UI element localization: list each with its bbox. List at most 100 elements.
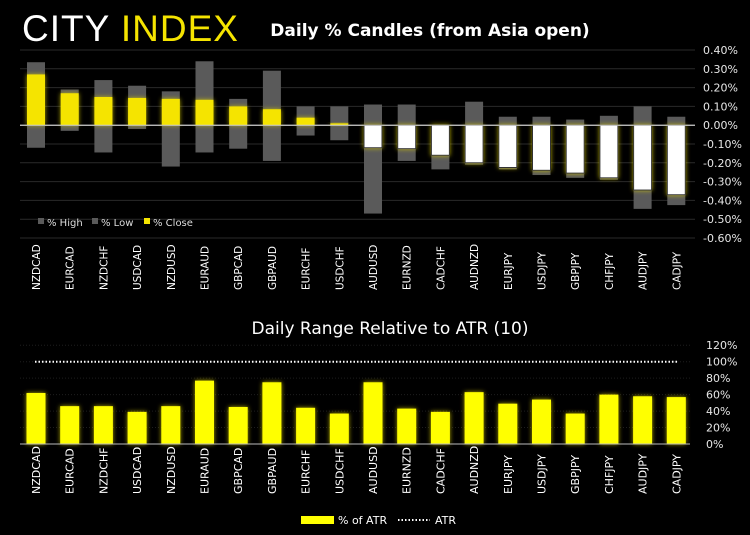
legend-swatch [301, 516, 334, 524]
close-bar [27, 74, 45, 126]
x-tick-label: NZDUSD [166, 244, 178, 290]
x-tick-label: CADCHF [435, 246, 447, 290]
x-tick-label: NZDCHF [97, 447, 110, 494]
y-tick-label: -0.10% [703, 138, 742, 151]
atr-bar [532, 399, 551, 444]
legend-label: ATR [435, 514, 456, 527]
atr-title: Daily Range Relative to ATR (10) [252, 319, 529, 339]
legend-label: % of ATR [338, 514, 387, 527]
x-tick-label: CADJPY [671, 251, 683, 290]
y-tick-label: 20% [706, 422, 730, 435]
y-tick-label: 100% [706, 356, 737, 369]
x-tick-label: USDCHF [333, 448, 346, 494]
logo-city: CITY [22, 8, 110, 49]
x-tick-label: GBPAUD [266, 448, 279, 494]
x-tick-label: NZDCHF [98, 246, 110, 290]
close-bar [262, 109, 281, 126]
x-tick-label: EURJPY [503, 252, 515, 290]
x-tick-label: GBPCAD [233, 246, 245, 290]
atr-bar [195, 380, 214, 444]
x-tick-label: EURCAD [65, 246, 77, 290]
y-tick-label: 0.40% [703, 44, 738, 57]
x-tick-label: EURAUD [199, 448, 212, 494]
y-tick-label: 120% [706, 339, 737, 352]
atr-bar [565, 413, 585, 444]
x-tick-label: AUDNZD [468, 446, 481, 494]
x-tick-label: USDCAD [132, 245, 144, 290]
high-low-bar [364, 104, 382, 214]
x-tick-label: AUDJPY [638, 251, 650, 290]
x-tick-label: GBPJPY [569, 455, 582, 494]
x-tick-label: CADCHF [434, 448, 447, 494]
close-bar [633, 124, 653, 191]
close-bar [464, 124, 484, 164]
close-bar [128, 97, 147, 126]
close-bar [94, 97, 113, 126]
legend-label: % Low [101, 218, 133, 229]
close-bar [532, 124, 551, 171]
close-bar [296, 117, 315, 126]
x-tick-label: GBPCAD [232, 448, 245, 494]
y-tick-label: -0.40% [703, 194, 742, 207]
atr-bar [397, 408, 417, 444]
y-tick-label: 0.20% [703, 82, 738, 95]
atr-bar [93, 406, 113, 444]
x-tick-label: AUDUSD [368, 245, 380, 290]
atr-bar [430, 411, 450, 444]
close-bar [60, 93, 79, 126]
x-tick-label: NZDCAD [31, 244, 43, 290]
legend-swatch [144, 218, 150, 224]
y-tick-label: 0.10% [703, 100, 738, 113]
x-tick-label: CADJPY [670, 454, 683, 494]
x-tick-label: GBPAUD [267, 246, 279, 290]
legend-swatch [92, 218, 98, 224]
close-bar [363, 124, 383, 149]
y-tick-label: 0.30% [703, 63, 738, 76]
x-tick-label: USDCHF [334, 246, 346, 290]
close-bar [599, 124, 619, 179]
y-tick-label: 40% [706, 405, 730, 418]
x-tick-label: EURAUD [200, 246, 212, 290]
x-tick-label: EURJPY [502, 455, 515, 494]
y-tick-label: 60% [706, 389, 730, 402]
legend-label: % Close [153, 218, 193, 229]
x-tick-label: EURCAD [64, 448, 77, 494]
logo-index: INDEX [120, 8, 239, 49]
x-tick-label: NZDUSD [165, 446, 178, 494]
close-bar [195, 99, 214, 126]
candles-title: Daily % Candles (from Asia open) [270, 21, 589, 41]
y-tick-label: 80% [706, 372, 730, 385]
y-tick-label: -0.50% [703, 213, 742, 226]
x-tick-label: USDJPY [536, 454, 549, 494]
x-tick-label: NZDCAD [30, 446, 43, 494]
x-tick-label: AUDJPY [637, 453, 650, 494]
close-bar [161, 98, 180, 126]
x-tick-label: AUDUSD [367, 446, 380, 494]
x-tick-label: EURCHF [300, 450, 313, 494]
atr-bar [228, 406, 248, 444]
atr-bar [161, 406, 181, 444]
y-tick-label: 0% [706, 438, 723, 451]
x-tick-label: EURNZD [402, 245, 414, 290]
y-tick-label: -0.60% [703, 232, 742, 245]
atr-bar [329, 413, 349, 444]
atr-bar [599, 394, 619, 444]
x-tick-label: GBPJPY [570, 252, 582, 290]
atr-bar [498, 403, 518, 444]
atr-bar [633, 396, 653, 444]
x-tick-label: EURCHF [301, 248, 313, 290]
atr-bar [262, 382, 282, 444]
atr-bar [127, 411, 147, 444]
y-tick-label: -0.20% [703, 157, 742, 170]
close-bar [565, 124, 585, 174]
x-tick-label: USDJPY [537, 251, 549, 290]
city-index-logo: CITY INDEX [22, 8, 239, 50]
close-bar [430, 124, 450, 156]
close-bar [397, 124, 417, 150]
y-tick-label: 0.00% [703, 119, 738, 132]
legend-swatch [38, 218, 44, 224]
close-bar [330, 123, 349, 126]
y-tick-label: -0.30% [703, 176, 742, 189]
atr-bar [363, 382, 383, 444]
